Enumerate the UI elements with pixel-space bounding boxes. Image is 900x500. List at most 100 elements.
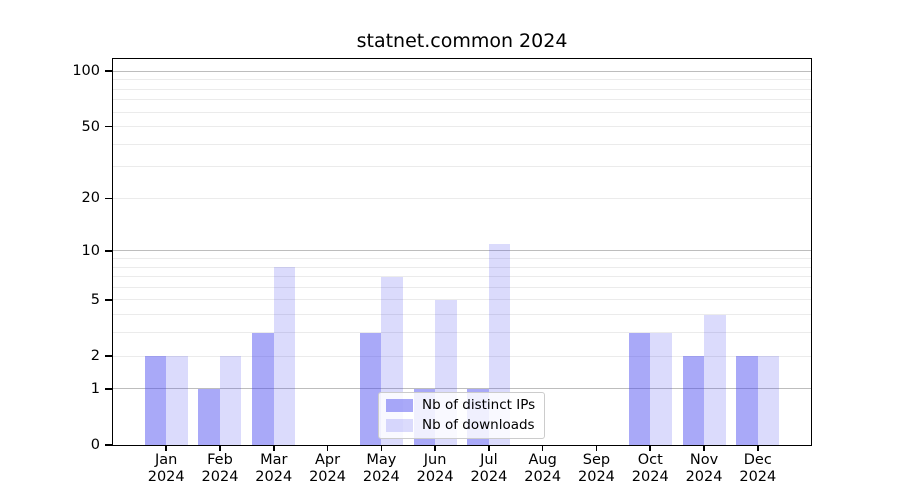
plot-area (112, 58, 812, 446)
x-tick-month-mar: Mar (260, 452, 288, 468)
gridline-minor-30 (113, 166, 811, 168)
x-tick-label-apr-2024: Apr 2024 (292, 452, 364, 485)
gridline-major-1 (113, 388, 811, 390)
x-tick-month-aug: Aug (528, 452, 557, 468)
gridline-minor-6 (113, 286, 811, 288)
x-tick-year-apr: 2024 (309, 468, 346, 485)
bar-nb-of-distinct-ips-jan-2024 (144, 356, 167, 445)
bar-nb-of-distinct-ips-nov-2024 (682, 356, 705, 445)
x-tick-year-feb: 2024 (201, 468, 239, 485)
x-tick-mar-2024 (273, 445, 275, 451)
legend-swatch-nb-of-downloads (386, 419, 413, 432)
bar-nb-of-distinct-ips-feb-2024 (198, 388, 220, 445)
x-tick-month-jul: Jul (480, 452, 498, 468)
bar-nb-of-downloads-oct-2024 (650, 332, 672, 445)
gridline-minor-8 (113, 266, 811, 268)
bar-nb-of-downloads-jan-2024 (166, 356, 188, 445)
x-tick-label-feb-2024: Feb 2024 (184, 452, 256, 485)
x-tick-month-oct: Oct (637, 452, 663, 468)
legend-swatch-nb-of-distinct-ips (386, 399, 413, 412)
bar-nb-of-distinct-ips-dec-2024 (736, 356, 758, 445)
y-tick-20 (105, 197, 113, 200)
gridline-minor-7 (113, 276, 811, 278)
x-tick-label-may-2024: May 2024 (345, 452, 417, 485)
gridline-minor-9 (113, 257, 811, 259)
x-tick-apr-2024 (326, 445, 329, 451)
x-tick-year-jan: 2024 (147, 468, 185, 485)
x-tick-may-2024 (380, 445, 383, 451)
x-tick-label-oct-2024: Oct 2024 (614, 452, 686, 485)
y-tick-10 (105, 250, 113, 252)
bar-nb-of-downloads-feb-2024 (219, 356, 242, 445)
gridline-minor-70 (113, 99, 811, 101)
x-tick-year-aug: 2024 (524, 468, 562, 485)
x-tick-label-jul-2024: Jul 2024 (453, 452, 525, 485)
gridline-minor-80 (113, 88, 811, 90)
x-tick-year-jun: 2024 (416, 468, 454, 485)
x-tick-month-jan: Jan (155, 452, 178, 468)
x-tick-label-jan-2024: Jan 2024 (130, 452, 202, 485)
x-tick-feb-2024 (219, 445, 221, 451)
chart-title: statnet.common 2024 (356, 30, 568, 52)
y-tick-1 (105, 388, 113, 390)
gridline-minor-2 (113, 355, 811, 357)
legend-label-nb-of-distinct-ips: Nb of distinct IPs (422, 397, 536, 413)
y-tick-50 (105, 125, 113, 128)
x-tick-label-mar-2024: Mar 2024 (238, 452, 310, 485)
y-tick-0 (105, 444, 113, 446)
bar-nb-of-downloads-nov-2024 (704, 314, 726, 445)
y-tick-label-100: 100 (72, 63, 100, 80)
gridline-minor-4 (113, 314, 811, 316)
x-tick-label-dec-2024: Dec 2024 (722, 452, 794, 485)
x-tick-month-feb: Feb (207, 452, 233, 468)
gridline-minor-40 (113, 143, 811, 145)
x-tick-label-sep-2024: Sep 2024 (560, 452, 632, 485)
gridline-minor-50 (113, 126, 811, 128)
legend-label-nb-of-downloads: Nb of downloads (422, 417, 535, 433)
x-tick-year-oct: 2024 (631, 468, 669, 485)
x-tick-month-nov: Nov (689, 452, 719, 468)
y-tick-label-2: 2 (90, 348, 100, 364)
y-tick-label-50: 50 (81, 118, 100, 135)
x-tick-aug-2024 (541, 445, 544, 451)
gridline-minor-20 (113, 197, 811, 199)
x-tick-month-dec: Dec (743, 452, 772, 468)
x-tick-label-aug-2024: Aug 2024 (507, 452, 579, 485)
y-tick-5 (105, 299, 113, 301)
bar-nb-of-distinct-ips-may-2024 (359, 332, 382, 445)
y-tick-100 (105, 70, 113, 72)
x-tick-label-nov-2024: Nov 2024 (668, 452, 740, 485)
x-tick-month-may: May (366, 452, 397, 468)
x-tick-jul-2024 (488, 445, 490, 451)
x-tick-label-jun-2024: Jun 2024 (399, 452, 471, 485)
x-tick-year-may: 2024 (362, 468, 400, 485)
y-tick-label-5: 5 (90, 291, 100, 308)
x-tick-oct-2024 (649, 445, 651, 451)
y-tick-label-10: 10 (81, 242, 100, 259)
gridline-minor-3 (113, 332, 811, 334)
gridline-minor-60 (113, 111, 811, 113)
bar-nb-of-downloads-dec-2024 (757, 356, 780, 445)
x-tick-dec-2024 (757, 445, 759, 451)
gridline-major-10 (113, 250, 811, 252)
x-tick-year-jul: 2024 (470, 468, 508, 485)
x-tick-jan-2024 (165, 445, 167, 451)
y-tick-label-20: 20 (81, 190, 100, 207)
gridline-minor-5 (113, 299, 811, 301)
x-tick-month-jun: Jun (423, 452, 447, 468)
x-tick-nov-2024 (703, 445, 705, 451)
legend-row-nb-of-downloads: Nb of downloads (386, 418, 537, 433)
y-tick-label-0: 0 (90, 437, 100, 453)
x-tick-year-sep: 2024 (578, 468, 615, 485)
bar-nb-of-distinct-ips-mar-2024 (252, 332, 274, 445)
gridline-minor-90 (113, 79, 811, 81)
x-tick-year-dec: 2024 (739, 468, 777, 485)
bar-nb-of-downloads-mar-2024 (273, 267, 296, 445)
legend-row-nb-of-distinct-ips: Nb of distinct IPs (386, 398, 537, 413)
bar-nb-of-distinct-ips-oct-2024 (628, 332, 651, 445)
gridline-major-100 (113, 70, 811, 72)
x-tick-month-apr: Apr (314, 452, 341, 468)
y-tick-label-1: 1 (90, 380, 100, 397)
x-tick-sep-2024 (595, 445, 598, 451)
